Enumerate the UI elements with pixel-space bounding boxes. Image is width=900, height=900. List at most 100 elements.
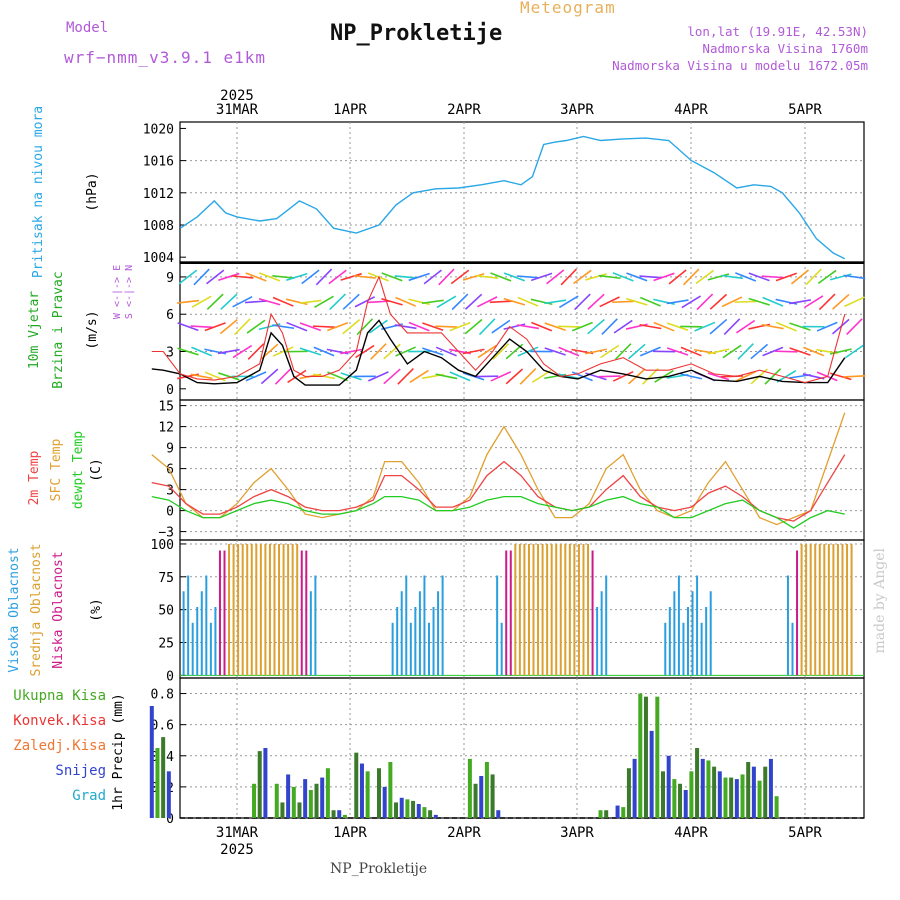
wind-arrow: [709, 293, 728, 310]
wind-arrow: [639, 346, 661, 357]
day-label-top: 2APR: [447, 102, 481, 118]
wind-arrow: [503, 272, 525, 282]
precip-bar: [706, 760, 711, 818]
wind-arrow: [258, 323, 281, 331]
precip-bar: [308, 790, 313, 818]
wind-arrow: [789, 299, 811, 305]
wind-arrow: [748, 272, 770, 282]
precip-bar: [717, 771, 722, 818]
wind-arrow: [598, 375, 621, 378]
coordinates-text: lon,lat (19.91E, 42.53N): [687, 24, 868, 39]
wind-arrow: [503, 297, 526, 306]
pressure-ylabel: Pritisak na nivou mora: [31, 106, 46, 278]
wind-arrow: [342, 318, 361, 335]
temp-dew-label: dewpt Temp: [71, 431, 86, 509]
wind-arrow: [816, 321, 838, 332]
altitude-text: Nadmorska Visina 1760m: [702, 41, 868, 56]
wind-arrow: [642, 368, 659, 385]
wind-arrow: [244, 300, 268, 304]
wind-arrow: [626, 272, 648, 282]
precip-bar: [621, 807, 626, 818]
wind-arrow: [681, 295, 701, 309]
wind-arrow: [653, 321, 675, 332]
wind-arrow: [462, 273, 485, 281]
ytick-temp: 3: [166, 484, 174, 499]
precip-bar: [626, 768, 631, 818]
wind-arrow: [764, 368, 782, 385]
wind-arrow: [544, 299, 567, 305]
wind-arrow: [558, 295, 579, 309]
wind-arrow: [612, 272, 634, 282]
precip-frz-label: Zaledj.Kisa: [13, 738, 106, 754]
precip-bar: [377, 768, 381, 818]
wind-arrow: [190, 373, 213, 380]
wind-arrow: [177, 347, 199, 356]
wind-arrow: [394, 275, 417, 279]
wind-arrow: [516, 275, 540, 279]
ytick-precip: 0: [166, 812, 174, 827]
cloud-high-label: Visoka Oblacnost: [7, 547, 22, 672]
wind-arrow: [422, 322, 444, 332]
precip-snow-label: Snijeg: [55, 763, 106, 779]
wind-arrow: [394, 324, 417, 330]
wind-ylabel-1: 10m Vjetar: [27, 291, 42, 369]
wind-arrow: [517, 324, 539, 330]
wind-arrow: [544, 347, 566, 356]
wind-arrow: [299, 322, 322, 332]
precip-bar: [700, 758, 705, 818]
wind-arrow: [736, 319, 756, 334]
wind-arrow: [776, 369, 797, 383]
ytick-temp: −3: [158, 526, 174, 541]
wind-arrow: [193, 268, 210, 286]
panel-frame-wind: [179, 261, 865, 401]
wind-arrow: [299, 299, 322, 304]
wind-arrow: [370, 343, 387, 360]
wind-arrow: [285, 298, 308, 306]
wind-arrow: [476, 274, 499, 279]
temp-unit: (C): [89, 458, 104, 481]
ytick-pressure: 1004: [143, 251, 174, 266]
wind-arrow: [587, 318, 605, 335]
precip-bar: [359, 763, 364, 818]
wind-arrow: [761, 275, 784, 279]
ytick-temp: 9: [166, 442, 174, 457]
wind-arrow: [775, 272, 798, 282]
wind-arrow: [395, 346, 416, 357]
precip-bar: [655, 696, 660, 818]
precip-bar: [661, 771, 665, 818]
wind-arrow: [585, 273, 607, 281]
wind-arrow: [191, 346, 213, 357]
wind-arrow: [601, 318, 618, 336]
wind-arrow: [356, 318, 374, 336]
ytick-cloud: 100: [151, 538, 174, 553]
page-title: NP_Prokletije: [330, 21, 503, 46]
day-label-bottom: 5APR: [788, 825, 822, 841]
wind-arrow: [707, 273, 730, 281]
wind-arrow: [696, 293, 714, 311]
cloud-unit: (%): [89, 598, 104, 621]
wind-arrow: [272, 346, 294, 357]
wind-arrow: [682, 268, 700, 286]
wind-arrow: [761, 323, 784, 330]
day-label-top: 31MAR: [216, 102, 259, 118]
wind-arrow: [354, 296, 375, 308]
wind-arrow: [313, 373, 335, 380]
wind-arrow: [558, 346, 580, 357]
wind-arrow: [737, 343, 754, 360]
wind-arrow: [329, 293, 347, 311]
wind-arrow: [694, 321, 716, 332]
model-name: wrf−nmm_v3.9.1 e1km: [64, 48, 267, 67]
precip-conv-label: Konvek.Kisa: [13, 713, 106, 729]
wind-compass-we: W <-|-> E: [112, 265, 123, 319]
precip-bar: [695, 748, 700, 818]
precip-bar: [405, 799, 410, 818]
precip-bar: [615, 805, 620, 818]
wind-arrow: [245, 272, 267, 282]
precip-hail-label: Grad: [72, 788, 106, 804]
wind-arrow: [723, 318, 741, 336]
wind-arrow: [722, 344, 742, 359]
ytick-temp: 0: [166, 505, 174, 520]
wind-arrow: [517, 346, 539, 357]
wind-arrow: [546, 269, 565, 285]
precip-bar: [757, 780, 762, 818]
